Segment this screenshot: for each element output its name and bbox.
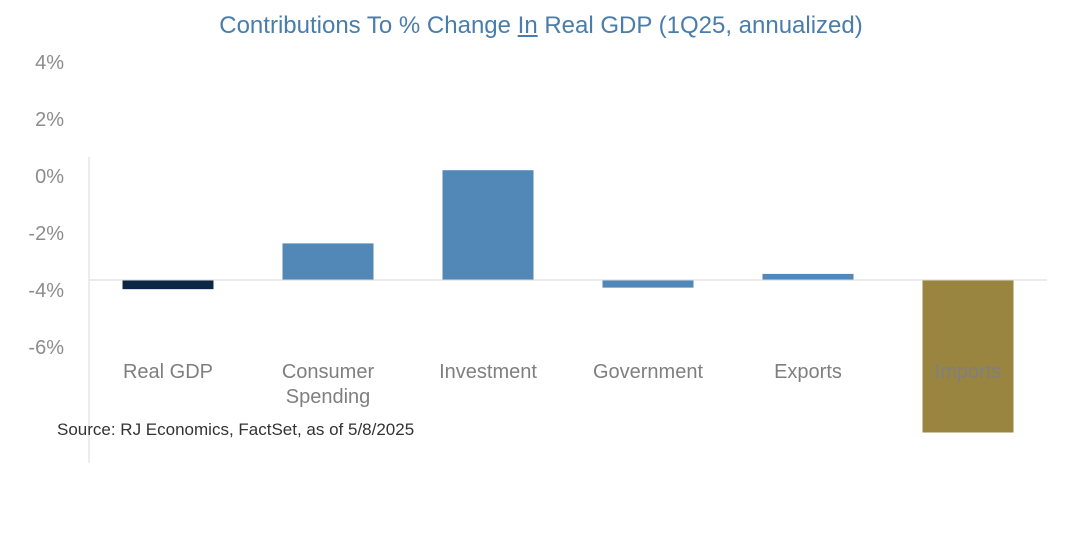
y-tick-label: -4% [28,280,64,302]
category-label: Imports [935,361,1002,383]
category-label: Real GDP [123,361,213,383]
bar-imports [922,280,1014,433]
x-axis-labels: Real GDP Consumer Spending Investment Govern… [123,361,1001,408]
bar-real-gdp [122,280,214,290]
chart-title: Contributions To % Change In Real GDP (1… [0,12,1082,40]
source-note: Source: RJ Economics, FactSet, as of 5/8… [57,420,415,439]
category-label: Government [593,361,703,383]
bar-investment [442,170,534,280]
bar-government [602,280,694,288]
category-label: Exports [774,361,842,383]
chart-title-text-end: Real GDP (1Q25, annualized) [537,12,863,39]
category-label-line: Investment [439,361,537,383]
bars [122,170,1014,433]
bar-exports [762,273,854,280]
y-tick-label: -6% [28,337,64,359]
category-label-line: Consumer [282,361,375,383]
category-label: Consumer Spending [282,361,375,408]
category-label-line: Real GDP [123,361,213,383]
category-label: Investment [439,361,537,383]
category-label-line: Spending [286,386,371,408]
y-tick-label: 0% [35,166,64,188]
category-label-line: Exports [774,361,842,383]
y-tick-label: 2% [35,109,64,131]
y-tick-label: -2% [28,223,64,245]
category-label-line: Government [593,361,703,383]
chart-title-underlined: In [517,12,538,39]
bar-consumer-spending [282,243,374,280]
chart-title-text: Contributions To % Change [219,12,518,39]
category-label-line: Imports [935,361,1002,383]
y-tick-label: 4% [35,52,64,74]
y-axis: 4% 2% 0% -2% -4% -6% [28,52,64,359]
